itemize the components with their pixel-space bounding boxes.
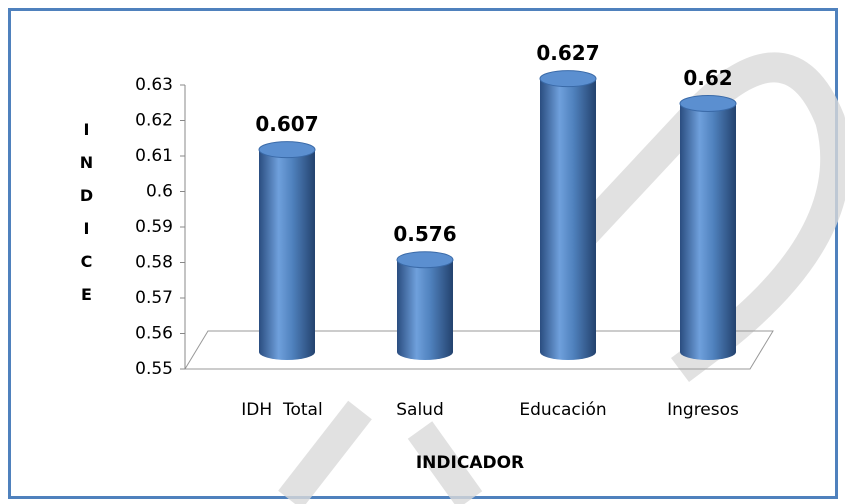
y-tick-label: 0.63	[135, 75, 173, 95]
data-label: 0.62	[683, 66, 732, 90]
bar-top	[679, 95, 737, 112]
y-tick-label: 0.62	[135, 111, 173, 131]
x-tick-label: Educación	[519, 400, 606, 420]
x-tick-label: Salud	[396, 400, 444, 420]
y-tick-label: 0.57	[135, 288, 173, 308]
y-tick-label: 0.56	[135, 324, 173, 344]
data-label: 0.576	[393, 222, 456, 246]
bar-top	[539, 70, 597, 88]
y-tick-label: 0.61	[135, 146, 173, 166]
bar	[397, 259, 453, 360]
bar	[540, 78, 596, 361]
y-tick-label: 0.58	[135, 253, 173, 273]
x-axis-label: INDICADOR	[416, 453, 524, 473]
x-tick-label: Ingresos	[667, 400, 739, 420]
floor	[184, 330, 774, 370]
bar-top	[396, 251, 454, 269]
data-label: 0.607	[255, 112, 318, 136]
y-tick-label: 0.6	[146, 182, 173, 202]
bar-top	[258, 141, 316, 159]
watermark	[549, 52, 845, 382]
bar	[680, 103, 736, 360]
watermark	[278, 400, 483, 504]
y-tick-label: 0.55	[135, 359, 173, 379]
y-tick-label: 0.59	[135, 217, 173, 237]
bar	[259, 149, 315, 360]
data-label: 0.627	[536, 41, 599, 65]
y-axis-label: INDICE	[77, 120, 96, 318]
chart-frame	[8, 8, 838, 499]
x-tick-label: IDH Total	[241, 400, 322, 420]
